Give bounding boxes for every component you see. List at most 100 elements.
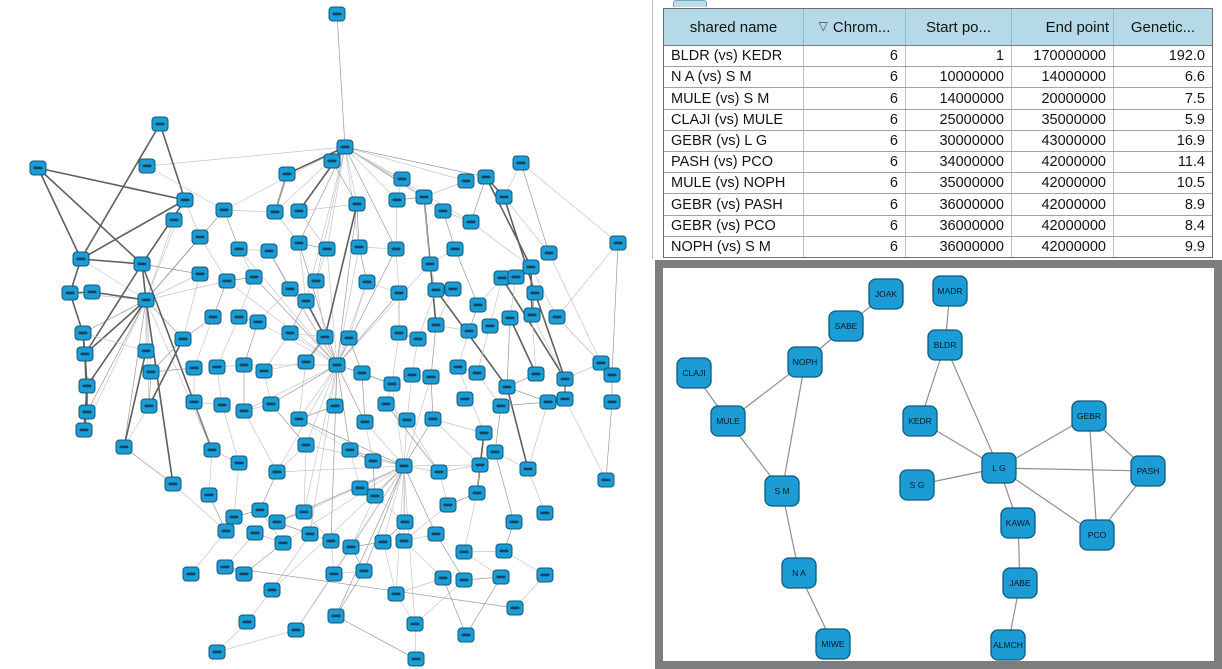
table-row[interactable]: MULE (vs) S M 6 14000000 20000000 7.5 — [664, 88, 1212, 110]
network-node[interactable] — [255, 363, 273, 379]
network-node[interactable] — [245, 269, 263, 285]
network-node[interactable] — [444, 281, 462, 297]
network-view-main[interactable] — [0, 0, 648, 669]
network-node[interactable] — [203, 442, 221, 458]
network-node[interactable] — [133, 256, 151, 272]
network-node[interactable] — [328, 357, 346, 373]
network-node[interactable] — [208, 359, 226, 375]
table-row[interactable]: GEBR (vs) PCO 6 36000000 42000000 8.4 — [664, 215, 1212, 237]
network-node[interactable] — [460, 323, 478, 339]
network-node[interactable] — [318, 241, 336, 257]
network-node[interactable] — [281, 281, 299, 297]
network-node[interactable] — [356, 414, 374, 430]
network-node[interactable] — [290, 203, 308, 219]
network-node[interactable] — [439, 497, 457, 513]
network-node[interactable] — [72, 251, 90, 267]
network-node[interactable] — [455, 544, 473, 560]
network-node[interactable] — [395, 533, 413, 549]
network-node[interactable] — [415, 189, 433, 205]
network-node[interactable] — [430, 464, 448, 480]
network-node[interactable] — [455, 572, 473, 588]
network-node[interactable] — [421, 256, 439, 272]
network-node[interactable] — [216, 559, 234, 575]
network-node[interactable] — [249, 314, 267, 330]
column-header-genetic-[interactable]: Genetic... — [1113, 9, 1212, 45]
panel-splitter[interactable] — [652, 0, 653, 259]
network-node[interactable] — [200, 487, 218, 503]
table-row[interactable]: CLAJI (vs) MULE 6 25000000 35000000 5.9 — [664, 109, 1212, 131]
network-node[interactable] — [422, 369, 440, 385]
network-node-madr[interactable]: MADR — [932, 275, 968, 307]
network-node[interactable] — [301, 526, 319, 542]
network-node[interactable] — [165, 212, 183, 228]
network-node[interactable] — [540, 245, 558, 261]
network-node[interactable] — [393, 171, 411, 187]
network-node[interactable] — [364, 453, 382, 469]
network-node[interactable] — [213, 397, 231, 413]
network-node[interactable] — [446, 241, 464, 257]
network-node[interactable] — [140, 398, 158, 414]
network-node-pco[interactable]: PCO — [1079, 519, 1115, 551]
network-node[interactable] — [501, 310, 519, 326]
network-node[interactable] — [398, 412, 416, 428]
network-node[interactable] — [287, 622, 305, 638]
network-node-kedr[interactable]: KEDR — [902, 405, 938, 437]
network-node[interactable] — [138, 158, 156, 174]
network-node[interactable] — [355, 563, 373, 579]
network-node[interactable] — [290, 411, 308, 427]
network-node[interactable] — [225, 509, 243, 525]
network-node[interactable] — [215, 202, 233, 218]
network-node[interactable] — [527, 366, 545, 382]
network-node[interactable] — [238, 614, 256, 630]
network-node[interactable] — [297, 293, 315, 309]
column-header-chrom-[interactable]: ▽ Chrom... — [803, 9, 905, 45]
network-node[interactable] — [115, 439, 133, 455]
network-node[interactable] — [230, 309, 248, 325]
column-header-end-point[interactable]: End point — [1011, 9, 1113, 45]
network-node-bldr[interactable]: BLDR — [927, 329, 963, 361]
network-node[interactable] — [536, 505, 554, 521]
network-node[interactable] — [268, 514, 286, 530]
column-header-start-po-[interactable]: Start po... — [905, 9, 1011, 45]
network-node[interactable] — [325, 566, 343, 582]
network-node[interactable] — [164, 476, 182, 492]
network-node[interactable] — [427, 282, 445, 298]
network-node[interactable] — [395, 458, 413, 474]
network-node[interactable] — [316, 329, 334, 345]
network-node[interactable] — [505, 514, 523, 530]
network-node[interactable] — [83, 284, 101, 300]
network-node[interactable] — [340, 330, 358, 346]
network-node[interactable] — [512, 155, 530, 171]
network-node[interactable] — [29, 160, 47, 176]
network-node[interactable] — [350, 239, 368, 255]
network-node-noph[interactable]: NOPH — [787, 346, 823, 378]
network-node[interactable] — [403, 367, 421, 383]
network-node[interactable] — [191, 229, 209, 245]
table-tab-fragment[interactable] — [673, 0, 707, 7]
table-row[interactable]: NOPH (vs) S M 6 36000000 42000000 9.9 — [664, 236, 1212, 258]
network-node[interactable] — [61, 285, 79, 301]
network-node[interactable] — [603, 367, 621, 383]
network-node[interactable] — [327, 608, 345, 624]
network-node[interactable] — [495, 189, 513, 205]
column-header-shared-name[interactable]: shared name — [664, 9, 803, 45]
network-node[interactable] — [457, 173, 475, 189]
network-node[interactable] — [456, 391, 474, 407]
network-node[interactable] — [76, 346, 94, 362]
network-node[interactable] — [609, 235, 627, 251]
network-node[interactable] — [341, 442, 359, 458]
network-node[interactable] — [492, 569, 510, 585]
network-node[interactable] — [457, 627, 475, 643]
network-node[interactable] — [176, 192, 194, 208]
network-node[interactable] — [151, 116, 169, 132]
network-node[interactable] — [137, 292, 155, 308]
network-node[interactable] — [475, 425, 493, 441]
network-node-s-g[interactable]: S G — [899, 469, 935, 501]
table-row[interactable]: GEBR (vs) PASH 6 36000000 42000000 8.9 — [664, 194, 1212, 216]
network-node[interactable] — [142, 364, 160, 380]
network-node[interactable] — [388, 192, 406, 208]
network-node[interactable] — [342, 539, 360, 555]
network-node-s-m[interactable]: S M — [764, 475, 800, 507]
network-node[interactable] — [519, 461, 537, 477]
network-node[interactable] — [218, 273, 236, 289]
